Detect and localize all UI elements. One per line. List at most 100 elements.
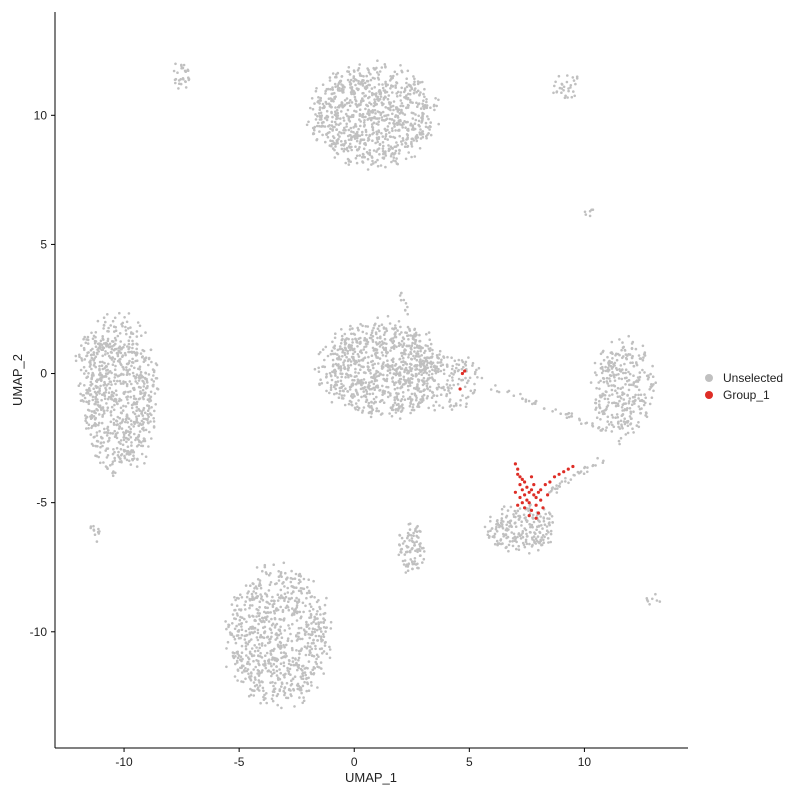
unselected-point: [258, 582, 262, 585]
unselected-point: [383, 127, 387, 131]
x-axis-title: UMAP_1: [345, 770, 397, 785]
unselected-point: [336, 353, 339, 356]
unselected-point: [109, 356, 112, 360]
unselected-point: [623, 409, 626, 412]
unselected-point: [309, 605, 313, 608]
unselected-point: [90, 442, 94, 446]
unselected-point: [411, 117, 415, 120]
unselected-point: [516, 509, 520, 513]
unselected-point: [131, 342, 135, 346]
unselected-point: [96, 400, 100, 404]
unselected-point: [419, 137, 423, 140]
unselected-point: [353, 333, 357, 336]
unselected-point: [269, 572, 272, 575]
unselected-point: [395, 81, 398, 84]
unselected-point: [442, 368, 446, 372]
unselected-point: [379, 164, 383, 167]
unselected-point: [529, 525, 532, 529]
unselected-point: [144, 455, 148, 459]
unselected-point: [644, 401, 647, 405]
unselected-point: [139, 441, 143, 444]
unselected-point: [386, 395, 390, 399]
unselected-point: [396, 162, 400, 166]
unselected-point: [374, 400, 378, 404]
unselected-point: [112, 448, 115, 451]
unselected-point: [122, 431, 125, 434]
unselected-point: [403, 308, 407, 312]
unselected-point: [372, 326, 375, 330]
unselected-point: [132, 420, 136, 424]
unselected-point: [275, 694, 279, 698]
unselected-point: [511, 544, 515, 548]
unselected-point: [362, 357, 365, 361]
unselected-point: [342, 361, 345, 364]
unselected-point: [96, 378, 99, 382]
unselected-point: [353, 92, 357, 95]
unselected-point: [234, 598, 237, 602]
unselected-point: [543, 407, 546, 410]
unselected-point: [103, 409, 106, 413]
unselected-point: [560, 83, 564, 86]
unselected-point: [595, 406, 598, 410]
unselected-point: [414, 368, 417, 371]
unselected-point: [365, 390, 369, 393]
unselected-point: [100, 398, 103, 402]
unselected-point: [310, 622, 313, 625]
unselected-point: [118, 379, 122, 383]
unselected-point: [322, 635, 326, 638]
unselected-point: [310, 647, 314, 651]
unselected-point: [439, 361, 443, 364]
unselected-point: [305, 123, 309, 127]
unselected-point: [319, 111, 323, 115]
unselected-point: [399, 91, 403, 94]
unselected-point: [427, 373, 431, 377]
unselected-point: [132, 394, 136, 398]
unselected-point: [354, 122, 357, 126]
unselected-point: [296, 668, 299, 672]
unselected-point: [449, 404, 453, 407]
unselected-point: [86, 335, 90, 339]
unselected-point: [525, 542, 529, 546]
unselected-point: [375, 348, 378, 351]
unselected-point: [347, 402, 351, 406]
unselected-point: [267, 660, 271, 663]
unselected-point: [514, 515, 517, 519]
unselected-point: [363, 339, 366, 342]
unselected-point: [406, 531, 410, 535]
unselected-point: [144, 359, 147, 362]
unselected-point: [388, 368, 392, 371]
unselected-point: [96, 319, 100, 323]
unselected-point: [384, 354, 388, 358]
unselected-point: [312, 579, 315, 583]
unselected-point: [233, 596, 236, 599]
unselected-point: [328, 391, 331, 395]
unselected-point: [316, 639, 319, 642]
unselected-point: [98, 451, 102, 454]
unselected-point: [109, 380, 113, 384]
unselected-point: [528, 552, 531, 555]
unselected-point: [378, 70, 382, 73]
unselected-point: [400, 551, 403, 554]
unselected-point: [343, 367, 346, 370]
unselected-point: [417, 372, 421, 375]
unselected-point: [335, 392, 339, 395]
unselected-point: [442, 356, 446, 359]
unselected-point: [456, 382, 460, 386]
unselected-point: [358, 63, 362, 66]
unselected-point: [580, 422, 583, 426]
unselected-point: [258, 612, 262, 615]
unselected-point: [114, 382, 117, 386]
group-1-point: [525, 498, 529, 502]
unselected-point: [633, 399, 637, 403]
unselected-point: [273, 616, 277, 620]
unselected-point: [253, 649, 257, 653]
unselected-point: [367, 138, 371, 141]
unselected-point: [390, 160, 393, 164]
unselected-point: [412, 531, 415, 535]
unselected-point: [421, 132, 425, 136]
unselected-point: [266, 641, 270, 645]
unselected-point: [95, 351, 99, 355]
unselected-point: [346, 352, 350, 355]
unselected-point: [425, 397, 429, 400]
unselected-point: [109, 431, 112, 435]
